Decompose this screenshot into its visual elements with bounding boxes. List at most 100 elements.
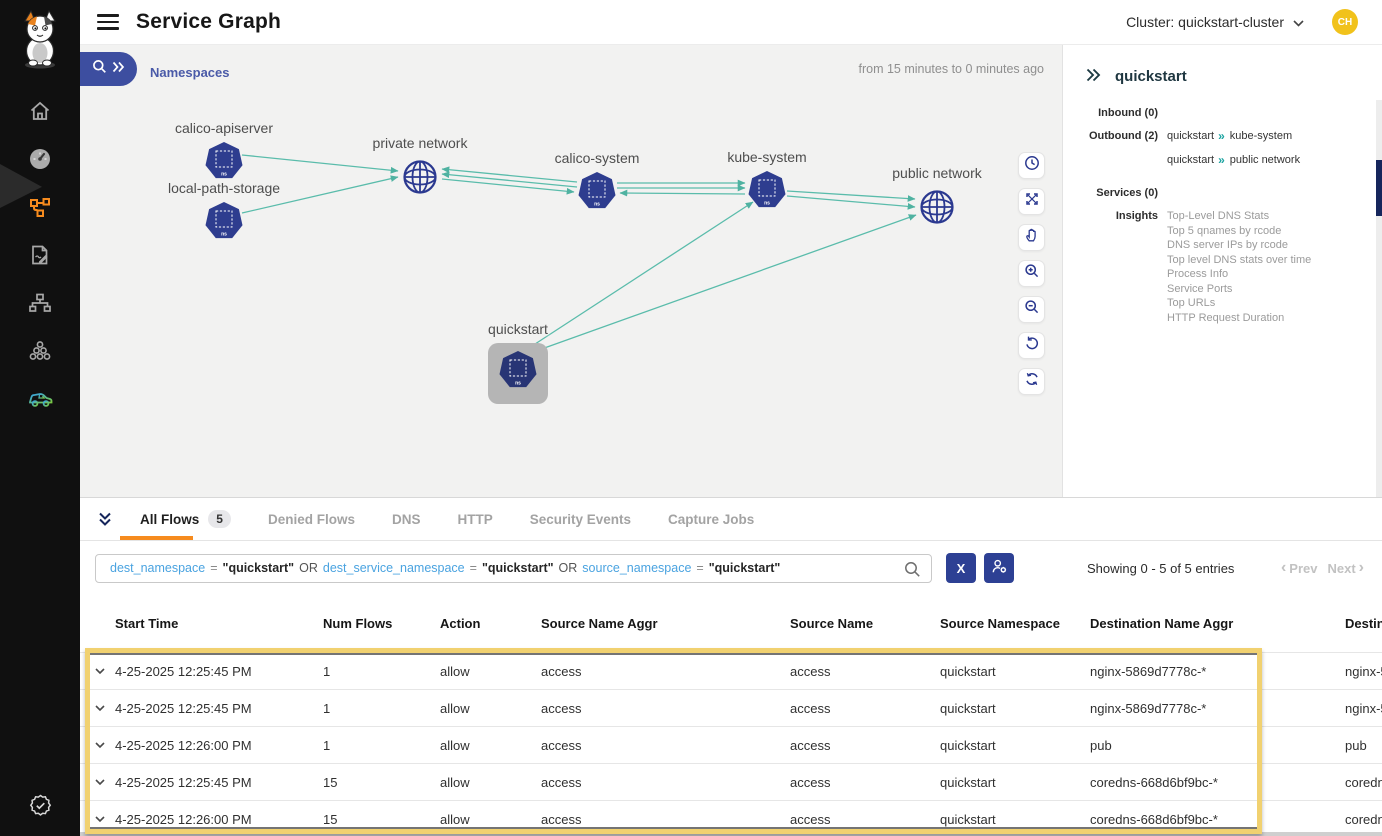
tab-http[interactable]: HTTP [457,498,492,540]
time-range-button[interactable] [1018,152,1045,179]
flow-row[interactable]: 4-25-2025 12:26:00 PM 1 allow access acc… [80,726,1382,763]
col-action[interactable]: Action [440,615,481,631]
sidebar-item-home[interactable] [28,99,52,123]
namespace-icon: ns [202,202,246,247]
sidebar-item-policies[interactable] [28,243,52,267]
pagination: ‹ Prev Next › [1281,560,1364,576]
verified-badge-icon [28,794,53,822]
user-avatar[interactable]: CH [1332,9,1358,35]
sidebar-item-compliance[interactable] [28,793,53,823]
col-dest-name[interactable]: Destination Name [1345,615,1382,631]
tab-dns[interactable]: DNS [392,498,421,540]
graph-node-calico-system[interactable]: calico-system ns [522,150,672,217]
clear-filter-button[interactable]: X [946,553,976,583]
flow-row[interactable]: 4-25-2025 12:25:45 PM 1 allow access acc… [80,652,1382,689]
tab-label: HTTP [457,511,493,527]
sidebar-item-image-assurance[interactable] [28,387,52,411]
cluster-selector[interactable]: Cluster: quickstart-cluster [1126,14,1304,30]
undo-button[interactable] [1018,332,1045,359]
sidebar-item-clusters[interactable] [28,339,52,363]
filter-query-input[interactable]: dest_namespace = "quickstart" OR dest_se… [95,553,932,583]
graph-toolbar [1018,152,1045,395]
expand-row-icon[interactable] [85,738,115,752]
cell-source-namespace: quickstart [940,663,996,679]
svg-text:ns: ns [764,201,770,207]
panel-scrollbar-thumb[interactable] [1376,160,1382,216]
calico-cat-logo[interactable] [16,8,64,75]
collapse-flows-icon[interactable] [96,511,114,528]
sidebar-item-network[interactable] [28,291,52,315]
expand-row-icon[interactable] [85,701,115,715]
sidebar-item-dashboard[interactable] [28,147,52,171]
graph-node-quickstart[interactable]: quickstart ns [443,321,593,404]
hand-icon [1024,227,1040,248]
tab-all-flows[interactable]: All Flows 5 [140,498,231,540]
query-keyword: OR [299,561,318,575]
namespace-icon-selected: ns [488,343,548,404]
outbound-item[interactable]: quickstart » public network [1167,153,1300,167]
prev-page-button[interactable]: ‹ Prev [1281,560,1318,576]
flow-row[interactable]: 4-25-2025 12:25:45 PM 15 allow access ac… [80,763,1382,800]
breadcrumb-namespaces[interactable]: Namespaces [150,65,230,80]
insight-item[interactable]: Top 5 qnames by rcode [1167,224,1282,237]
insight-item[interactable]: Service Ports [1167,282,1233,295]
collapse-panel-icon[interactable] [1085,67,1101,86]
clock-icon [1024,155,1040,176]
tab-label: Security Events [529,511,632,527]
fit-view-button[interactable] [1018,188,1045,215]
graph-node-calico-apiserver[interactable]: calico-apiserver ns [149,120,299,187]
flow-row[interactable]: 4-25-2025 12:26:00 PM 15 allow access ac… [80,800,1382,836]
cell-source-name-aggr: access [541,774,582,790]
outbound-item[interactable]: quickstart » kube-system [1167,129,1300,143]
zoom-out-icon [1024,299,1040,320]
node-label: public network [892,165,982,181]
col-source-name-aggr[interactable]: Source Name Aggr [541,615,658,631]
search-icon[interactable] [904,561,921,581]
col-num-flows[interactable]: Num Flows [323,615,393,631]
col-source-namespace[interactable]: Source Namespace [940,615,1060,631]
next-label: Next [1327,560,1356,576]
tab-denied-flows[interactable]: Denied Flows [268,498,355,540]
flow-row[interactable]: 4-25-2025 12:25:45 PM 1 allow access acc… [80,689,1382,726]
cell-dest-name-aggr: nginx-5869d7778c-* [1090,663,1207,679]
zoom-out-button[interactable] [1018,296,1045,323]
graph-node-public-network[interactable]: public network [862,165,1012,232]
next-page-button[interactable]: Next › [1327,560,1364,576]
graph-node-local-path-storage[interactable]: local-path-storage ns [149,180,299,247]
insight-item[interactable]: HTTP Request Duration [1167,311,1285,324]
tab-security-events[interactable]: Security Events [530,498,631,540]
col-start-time[interactable]: Start Time [115,615,179,631]
col-source-name[interactable]: Source Name [790,615,874,631]
cell-source-name: access [790,737,831,753]
refresh-button[interactable] [1018,368,1045,395]
query-field: source_namespace [582,561,692,575]
cell-dest-name-aggr: pub [1090,737,1112,753]
outbound-label: Outbound (2) [1088,130,1158,142]
service-graph-canvas[interactable]: calico-apiserver ns local-path-storage n… [80,45,1062,497]
horizontal-scrollbar[interactable] [80,832,1382,836]
expand-row-icon[interactable] [85,775,115,789]
tab-capture-jobs[interactable]: Capture Jobs [668,498,754,540]
expand-row-icon[interactable] [85,812,115,826]
network-globe-icon [400,157,440,202]
col-dest-name-aggr[interactable]: Destination Name Aggr [1090,615,1234,631]
car-icon [27,387,54,411]
insight-item[interactable]: Top URLs [1167,297,1216,309]
insight-item[interactable]: Top level DNS stats over time [1167,253,1312,266]
query-value: "quickstart" [481,561,554,575]
user-settings-button[interactable] [984,553,1014,583]
pan-button[interactable] [1018,224,1045,251]
insight-item[interactable]: DNS server IPs by rcode [1167,239,1289,251]
graph-node-kube-system[interactable]: kube-system ns [692,149,842,216]
zoom-in-button[interactable] [1018,260,1045,287]
expand-row-icon[interactable] [85,664,115,678]
graph-search-pill[interactable] [80,52,137,86]
cell-start-time: 4-25-2025 12:25:45 PM [115,700,252,716]
insights-list: Top-Level DNS Stats Top 5 qnames by rcod… [1167,209,1311,325]
insight-item[interactable]: Process Info [1167,268,1229,280]
graph-node-private-network[interactable]: private network [345,135,495,202]
insight-item[interactable]: Top-Level DNS Stats [1167,210,1270,222]
menu-toggle-button[interactable] [97,14,119,30]
query-field: dest_namespace [110,561,206,575]
sidebar-item-service-graph[interactable] [28,195,52,219]
